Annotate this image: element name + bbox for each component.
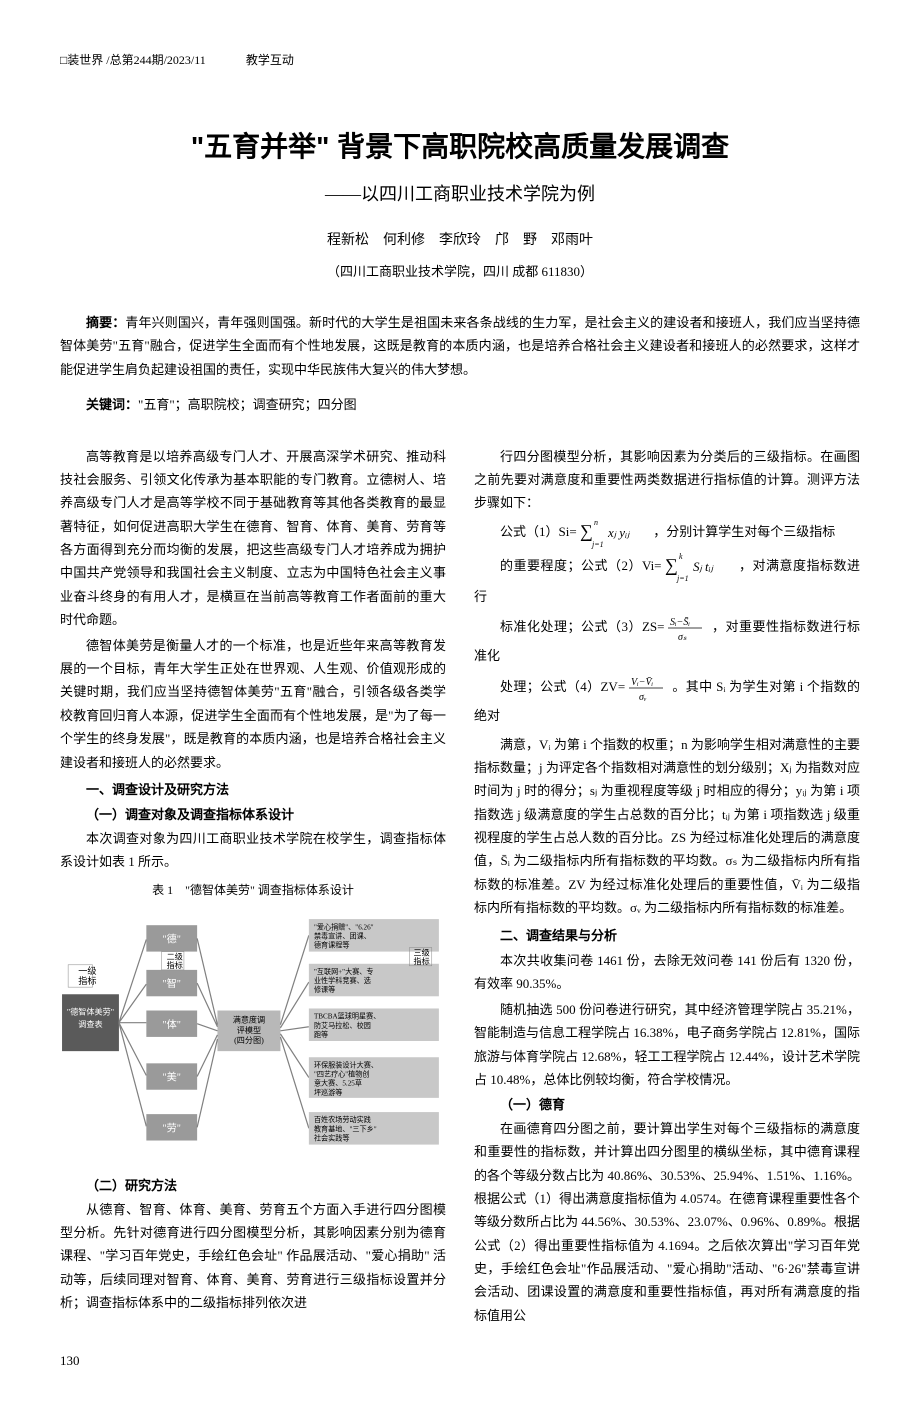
section-heading: 一、调查设计及研究方法 [60, 778, 446, 801]
svg-text:禁毒宣讲、团课、: 禁毒宣讲、团课、 [314, 932, 371, 941]
svg-text:σₛ: σₛ [678, 632, 687, 642]
svg-text:"美": "美" [163, 1071, 181, 1084]
svg-text:跑等: 跑等 [314, 1030, 328, 1039]
svg-text:"德智体美劳": "德智体美劳" [67, 1007, 114, 1017]
journal-name: □装世界 [60, 53, 103, 67]
section-name: 教学互动 [246, 50, 294, 72]
svg-text:防艾马拉松、校园: 防艾马拉松、校园 [314, 1021, 371, 1030]
svg-text:xⱼ yᵢⱼ: xⱼ yᵢⱼ [607, 525, 630, 540]
svg-text:业性学科竞赛、选: 业性学科竞赛、选 [314, 976, 371, 985]
svg-text:σᵥ: σᵥ [639, 692, 647, 702]
svg-text:坪巡游等: 坪巡游等 [314, 1088, 342, 1097]
keywords: 关键词："五育"；高职院校；调查研究；四分图 [60, 393, 860, 416]
para: 在画德育四分图之前，要计算出学生对每个三级指标的满意度和重要性的指标数，并计算出… [474, 1117, 860, 1328]
abstract-text: 青年兴则国兴，青年强则国强。新时代的大学生是祖国未来各条战线的生力军，是社会主义… [60, 315, 860, 377]
svg-text:∑: ∑ [580, 521, 593, 541]
article-subtitle: ——以四川工商职业技术学院为例 [60, 178, 860, 210]
svg-text:j=1: j=1 [676, 574, 689, 583]
table-caption: 表 1 "德智体美劳" 调查指标体系设计 [60, 880, 446, 902]
svg-text:意大赛、5.25草: 意大赛、5.25草 [314, 1079, 362, 1088]
svg-text:∑: ∑ [665, 555, 678, 575]
page-number: 130 [60, 1349, 860, 1372]
section-heading: 二、调查结果与分析 [474, 924, 860, 947]
keywords-text: "五育"；高职院校；调查研究；四分图 [138, 397, 357, 412]
svg-text:德育课程等: 德育课程等 [314, 941, 350, 950]
svg-text:调查表: 调查表 [78, 1019, 102, 1029]
svg-text:"爱心捐赠"、"6.26": "爱心捐赠"、"6.26" [314, 922, 374, 931]
para: 高等教育是以培养高级专门人才、开展高深学术研究、推动科技社会服务、引领文化传承为… [60, 445, 446, 632]
para: 本次调查对象为四川工商职业技术学院在校学生，调查指标体系设计如表 1 所示。 [60, 827, 446, 874]
svg-text:指标: 指标 [167, 960, 183, 970]
issue-info: /总第244期/2023/11 [106, 53, 206, 67]
svg-text:"智": "智" [163, 977, 181, 990]
svg-text:(四分图): (四分图) [234, 1036, 264, 1045]
abstract-label: 摘要： [86, 315, 125, 330]
formula-4: 处理；公式（4）ZV= Vᵢ−V̄ᵢ σᵥ 。其中 Sᵢ 为学生对第 i 个指数… [474, 673, 860, 731]
sub-heading: （二）研究方法 [60, 1174, 446, 1197]
svg-text:社会实践等: 社会实践等 [314, 1134, 350, 1143]
para: 随机抽选 500 份问卷进行研究，其中经济管理学院占 35.21%，智能制造与信… [474, 998, 860, 1092]
para: 行四分图模型分析，其影响因素为分类后的三级指标。在画图之前先要对满意度和重要性两… [474, 445, 860, 515]
authors: 程新松 何利修 李欣玲 邝 野 邓雨叶 [60, 228, 860, 253]
svg-text:"互联网+"大赛、专: "互联网+"大赛、专 [314, 967, 374, 976]
indicator-diagram: "德智体美劳" 调查表 一级 指标 "德" "智" "体" "美" "劳" 二级… [60, 913, 446, 1157]
left-column: 高等教育是以培养高级专门人才、开展高深学术研究、推动科技社会服务、引领文化传承为… [60, 445, 446, 1330]
svg-text:百姓农场劳动实践: 百姓农场劳动实践 [314, 1115, 371, 1124]
svg-text:一级: 一级 [78, 965, 96, 976]
svg-text:满意度调: 满意度调 [233, 1015, 265, 1025]
svg-text:"四艺疗心"植物创: "四艺疗心"植物创 [314, 1070, 370, 1079]
para: 德智体美劳是衡量人才的一个标准，也是近些年来高等教育发展的一个目标，青年大学生正… [60, 634, 446, 774]
sub-heading: （一）调查对象及调查指标体系设计 [60, 803, 446, 826]
svg-text:评模型: 评模型 [237, 1025, 261, 1035]
right-column: 行四分图模型分析，其影响因素为分类后的三级指标。在画图之前先要对满意度和重要性两… [474, 445, 860, 1330]
para: 本次共收集问卷 1461 份，去除无效问卷 141 份后有 1320 份，有效率… [474, 949, 860, 996]
abstract: 摘要：青年兴则国兴，青年强则国强。新时代的大学生是祖国未来各条战线的生力军，是社… [60, 311, 860, 381]
para: 满意，Vᵢ 为第 i 个指数的权重；n 为影响学生相对满意性的主要指标数量；j … [474, 733, 860, 920]
svg-text:Vᵢ−V̄ᵢ: Vᵢ−V̄ᵢ [631, 676, 654, 688]
header-bar: □装世界 /总第244期/2023/11 教学互动 [60, 50, 860, 72]
svg-text:"体": "体" [163, 1019, 181, 1031]
svg-text:环保服装设计大赛、: 环保服装设计大赛、 [314, 1061, 378, 1070]
svg-text:k: k [679, 552, 683, 561]
svg-text:Sⱼ tᵢⱼ: Sⱼ tᵢⱼ [693, 559, 714, 574]
svg-text:j=1: j=1 [591, 540, 604, 549]
formula-1: 公式（1）Si= ∑ n j=1 xⱼ yᵢⱼ ，分别计算学生对每个三级指标 [474, 517, 860, 549]
svg-text:Sᵢ−S̄ᵢ: Sᵢ−S̄ᵢ [670, 617, 690, 629]
svg-text:教育基地、"三下乡": 教育基地、"三下乡" [314, 1125, 377, 1134]
formula-2: 的重要程度；公式（2）Vi= ∑ k j=1 Sⱼ tᵢⱼ ，对满意度指标数进行 [474, 551, 860, 612]
svg-text:TBCBA篮球明星赛、: TBCBA篮球明星赛、 [314, 1012, 380, 1021]
svg-text:n: n [594, 518, 598, 527]
svg-text:修课等: 修课等 [314, 985, 335, 994]
svg-text:指标: 指标 [78, 975, 96, 986]
svg-text:"德": "德" [163, 933, 181, 946]
article-title: "五育并举" 背景下高职院校高质量发展调查 [60, 122, 860, 172]
svg-text:"劳": "劳" [163, 1122, 181, 1135]
keywords-label: 关键词： [86, 397, 138, 412]
formula-3: 标准化处理；公式（3）ZS= Sᵢ−S̄ᵢ σₛ ，对重要性指标数进行标准化 [474, 613, 860, 671]
svg-text:指标: 指标 [413, 956, 429, 966]
sub-heading: （一）德育 [474, 1093, 860, 1116]
para: 从德育、智育、体育、美育、劳育五个方面入手进行四分图模型分析。先针对德育进行四分… [60, 1198, 446, 1315]
affiliation: （四川工商职业技术学院，四川 成都 611830） [60, 260, 860, 283]
